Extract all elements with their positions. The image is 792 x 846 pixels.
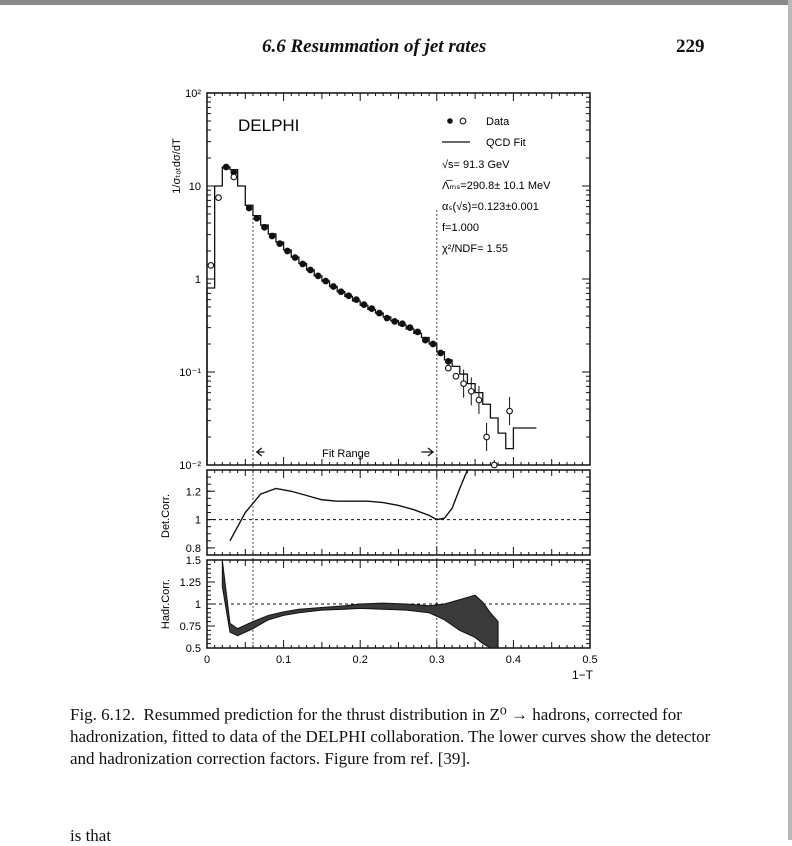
data-point-filled: [353, 296, 360, 303]
data-point-filled: [368, 305, 376, 312]
figure-caption: Fig. 6.12. Resummed prediction for the t…: [70, 704, 720, 770]
legend-filled-marker: [447, 118, 453, 124]
data-point-open: [215, 194, 222, 201]
data-point-filled: [337, 288, 345, 296]
data-point-filled: [307, 266, 314, 274]
y-tick-label: 0.75: [180, 621, 201, 633]
x-tick-label: 0.4: [506, 654, 521, 666]
axis-ticks: [206, 93, 591, 649]
data-point-open: [475, 396, 483, 404]
hadr-correction-band: [221, 559, 499, 649]
data-point-filled: [253, 214, 261, 222]
x-axis-label: 1−T: [572, 668, 594, 682]
y-tick-label: 1: [195, 274, 201, 286]
y-tick-label: 10⁻²: [179, 460, 201, 472]
running-head: 6.6 Resummation of jet rates: [262, 36, 487, 57]
data-point-open: [483, 433, 490, 441]
y-tick-label: 1.5: [186, 555, 201, 567]
reference-lines: [207, 519, 590, 605]
data-point-open: [490, 461, 498, 469]
legend-fit-label: QCD Fit: [486, 137, 526, 149]
legend: Data QCD Fit: [442, 116, 526, 149]
frame-det: [206, 469, 591, 556]
data-point-filled: [245, 204, 253, 212]
data-point-filled: [314, 272, 322, 280]
data-point-filled: [291, 254, 299, 261]
figure-thrust-distribution: 10² 10 1 10⁻¹ 10⁻² 0.8 1 1.2 0.5 0.75 1 1.25 1.5 0 0.1…: [160, 88, 598, 682]
data-point-filled: [268, 232, 276, 240]
fit-range-left-arrow: [255, 447, 265, 457]
legend-open-marker: [459, 117, 467, 125]
data-point-filled: [360, 301, 368, 308]
qcd-fit-histogram: [206, 166, 537, 465]
y-tick-label: 10²: [185, 88, 201, 100]
y-tick-label: 1.25: [180, 577, 201, 589]
data-point-filled: [398, 320, 406, 328]
y-tick-label: 1: [195, 599, 201, 611]
legend-data-label: Data: [486, 116, 510, 128]
caption-text: Resummed prediction for the thrust distr…: [70, 705, 711, 768]
fit-range-right-arrow: [421, 447, 435, 457]
data-point-open: [444, 364, 452, 372]
fit-range-lines: [252, 210, 438, 648]
x-tick-label: 0.2: [353, 654, 368, 666]
data-point-open: [460, 380, 467, 387]
data-point-open: [467, 387, 475, 395]
data-point-open: [230, 173, 238, 181]
panel-title: DELPHI: [238, 116, 299, 135]
data-point-filled: [383, 314, 391, 322]
fit-annotations: √s= 91.3 GeV Λ̅ₘₛ=290.8± 10.1 MeV αₛ(√s)=0…: [442, 159, 551, 255]
data-point-filled: [284, 247, 291, 255]
frame-main: [206, 92, 591, 466]
y-tick-label: 10: [189, 181, 201, 193]
x-tick-label: 0: [204, 654, 210, 666]
data-point-filled: [421, 336, 429, 344]
data-marks: [206, 163, 537, 649]
y-tick-label: 0.5: [186, 643, 201, 655]
y-tick-label: 0.8: [186, 543, 201, 555]
top-border: [0, 0, 792, 5]
tick-labels: 10² 10 1 10⁻¹ 10⁻² 0.8 1 1.2 0.5 0.75 1 1.25 1.5 0 0.1…: [179, 88, 597, 666]
fit-parameter: Λ̅ₘₛ=290.8± 10.1 MeV: [442, 180, 551, 192]
x-tick-label: 0.3: [429, 654, 444, 666]
data-point-filled: [414, 328, 422, 336]
fit-parameter: χ²/NDF= 1.55: [442, 243, 508, 255]
fit-parameter: √s= 91.3 GeV: [442, 159, 510, 171]
data-point-filled: [437, 349, 444, 357]
data-point-filled: [222, 163, 230, 171]
right-border: [788, 0, 792, 840]
data-point-filled: [429, 340, 437, 348]
data-point-filled: [391, 318, 399, 325]
cut-off-body-text: is that: [70, 826, 112, 845]
caption-label: Fig. 6.12.: [70, 705, 136, 724]
y-axis-label: 1/σₜₒₜdσ/dT: [171, 138, 183, 194]
y-tick-label: 10⁻¹: [179, 367, 201, 379]
data-point-filled: [330, 283, 337, 290]
data-point-open: [452, 372, 460, 380]
data-point-filled: [261, 223, 268, 231]
fit-parameter: f=1.000: [442, 222, 479, 234]
data-point-filled: [444, 358, 452, 365]
x-tick-label: 0.5: [582, 654, 597, 666]
det-corr-label: Det.Corr.: [160, 494, 172, 538]
x-tick-label: 0.1: [276, 654, 291, 666]
fit-parameter: αₛ(√s)=0.123±0.001: [442, 201, 539, 213]
page-number: 229: [676, 36, 705, 57]
data-point-open: [506, 407, 513, 415]
data-point-filled: [345, 292, 353, 300]
data-point-filled: [406, 324, 414, 331]
y-tick-label: 1.2: [186, 486, 201, 498]
hadr-corr-label: Hadr.Corr.: [160, 579, 172, 629]
data-point-open: [207, 262, 215, 269]
data-point-filled: [322, 277, 330, 285]
fit-range-label: Fit Range: [322, 448, 370, 460]
det-correction-curve: [229, 469, 469, 542]
data-point-filled: [299, 260, 307, 268]
y-tick-label: 1: [195, 515, 201, 527]
data-point-filled: [376, 309, 383, 317]
data-point-filled: [276, 240, 284, 247]
